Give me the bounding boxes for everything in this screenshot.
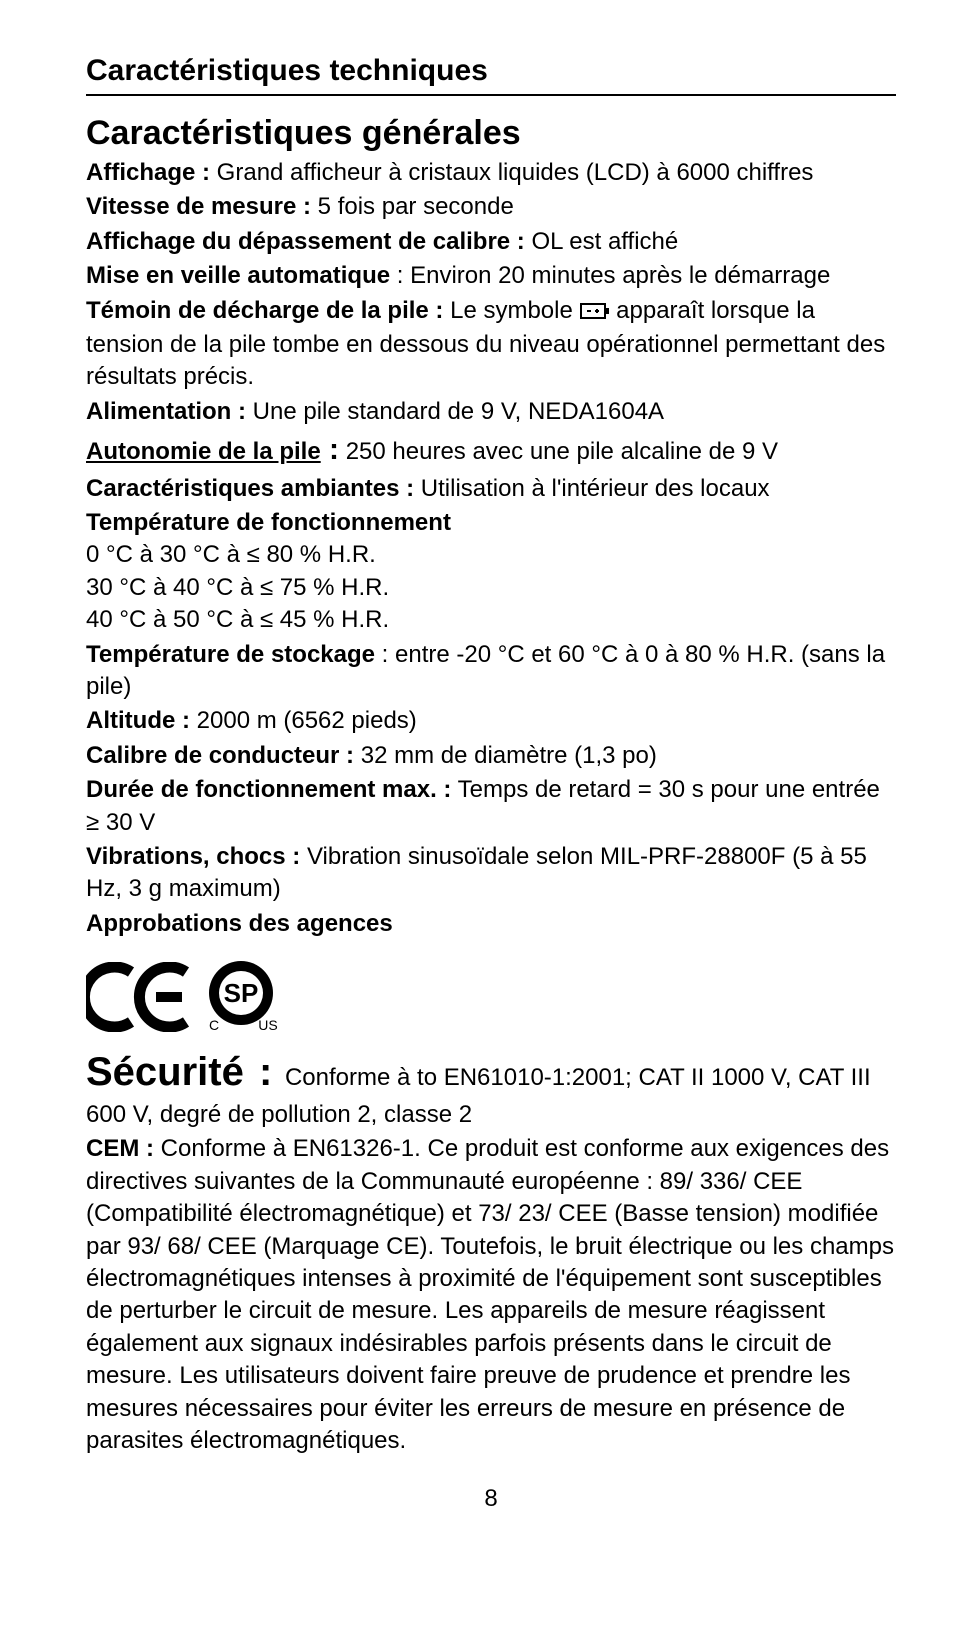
spec-value: 250 heures avec une pile alcaline de 9 V — [339, 438, 778, 465]
spec-label: Alimentation : — [86, 398, 246, 425]
spec-value: Une pile standard de 9 V, NEDA1604A — [246, 398, 664, 425]
spec-vibrations: Vibrations, chocs : Vibration sinusoïdal… — [86, 841, 896, 906]
spec-temp-stock: Température de stockage : entre -20 °C e… — [86, 639, 896, 704]
securite-title: Sécurité — [86, 1050, 244, 1094]
svg-text:C: C — [209, 1017, 219, 1032]
section-heading: Caractéristiques générales — [86, 114, 896, 153]
spec-cem: CEM : Conforme à EN61326-1. Ce produit e… — [86, 1133, 896, 1457]
spec-autonomie: Autonomie de la pile : 250 heures avec u… — [86, 430, 896, 471]
spec-veille: Mise en veille automatique : Environ 20 … — [86, 260, 896, 292]
page-top-heading: Caractéristiques techniques — [86, 54, 896, 96]
spec-value: : Environ 20 minutes après le démarrage — [390, 262, 830, 289]
spec-label: Affichage du dépassement de calibre : — [86, 228, 525, 255]
spec-label: Température de stockage — [86, 641, 375, 668]
spec-label: Approbations des agences — [86, 910, 393, 937]
svg-text:SP: SP — [224, 978, 259, 1008]
spec-calibre: Calibre de conducteur : 32 mm de diamètr… — [86, 740, 896, 772]
temp-line-2: 30 °C à 40 °C à ≤ 75 % H.R. — [86, 572, 896, 604]
spec-label: Caractéristiques ambiantes : — [86, 475, 414, 502]
spec-affichage: Affichage : Grand afficheur à cristaux l… — [86, 157, 896, 189]
temp-line-3: 40 °C à 50 °C à ≤ 45 % H.R. — [86, 604, 896, 636]
spec-label: Affichage : — [86, 159, 210, 186]
spec-label: Vibrations, chocs : — [86, 843, 300, 870]
spec-text-before: Le symbole — [443, 297, 579, 324]
specs-block: Affichage : Grand afficheur à cristaux l… — [86, 157, 896, 940]
spec-label: Autonomie de la pile — [86, 438, 321, 465]
spec-depassement: Affichage du dépassement de calibre : OL… — [86, 226, 896, 258]
spec-agences: Approbations des agences — [86, 908, 896, 940]
spec-temoin: Témoin de décharge de la pile : Le symbo… — [86, 295, 896, 394]
spec-value: Utilisation à l'intérieur des locaux — [414, 475, 769, 502]
spec-label: Vitesse de mesure : — [86, 193, 311, 220]
spec-altitude: Altitude : 2000 m (6562 pieds) — [86, 705, 896, 737]
spec-colon: : — [321, 433, 339, 466]
document-page: Caractéristiques techniques Caractéristi… — [0, 0, 954, 1513]
spec-label: Altitude : — [86, 707, 190, 734]
spec-value: Conforme à EN61326-1. Ce produit est con… — [86, 1135, 894, 1454]
spec-dureemax: Durée de fonctionnement max. : Temps de … — [86, 774, 896, 839]
spec-label: Mise en veille automatique — [86, 262, 390, 289]
agency-logos: SP C US — [86, 958, 896, 1037]
spec-value: Grand afficheur à cristaux liquides (LCD… — [210, 159, 813, 186]
ce-mark-icon — [86, 962, 196, 1037]
spec-label: Témoin de décharge de la pile : — [86, 297, 443, 324]
spec-value: 2000 m (6562 pieds) — [190, 707, 417, 734]
spec-value: 32 mm de diamètre (1,3 po) — [354, 742, 657, 769]
spec-ambiantes: Caractéristiques ambiantes : Utilisation… — [86, 473, 896, 505]
spec-label: CEM : — [86, 1135, 154, 1162]
spec-label: Durée de fonctionnement max. : — [86, 776, 451, 803]
spec-value: OL est affiché — [525, 228, 678, 255]
spec-vitesse: Vitesse de mesure : 5 fois par seconde — [86, 191, 896, 223]
spec-label: Température de fonctionnement — [86, 509, 451, 536]
securite-colon: : — [248, 1050, 272, 1094]
battery-icon — [580, 297, 610, 329]
csa-mark-icon: SP C US — [202, 958, 280, 1037]
page-number: 8 — [86, 1485, 896, 1513]
temp-line-1: 0 °C à 30 °C à ≤ 80 % H.R. — [86, 539, 896, 571]
securite-block: Sécurité : Conforme à to EN61010-1:2001;… — [86, 1045, 896, 1457]
spec-value: 5 fois par seconde — [311, 193, 514, 220]
spec-temp-fonct: Température de fonctionnement 0 °C à 30 … — [86, 507, 896, 637]
spec-alimentation: Alimentation : Une pile standard de 9 V,… — [86, 396, 896, 428]
spec-label: Calibre de conducteur : — [86, 742, 354, 769]
svg-text:US: US — [258, 1017, 277, 1032]
